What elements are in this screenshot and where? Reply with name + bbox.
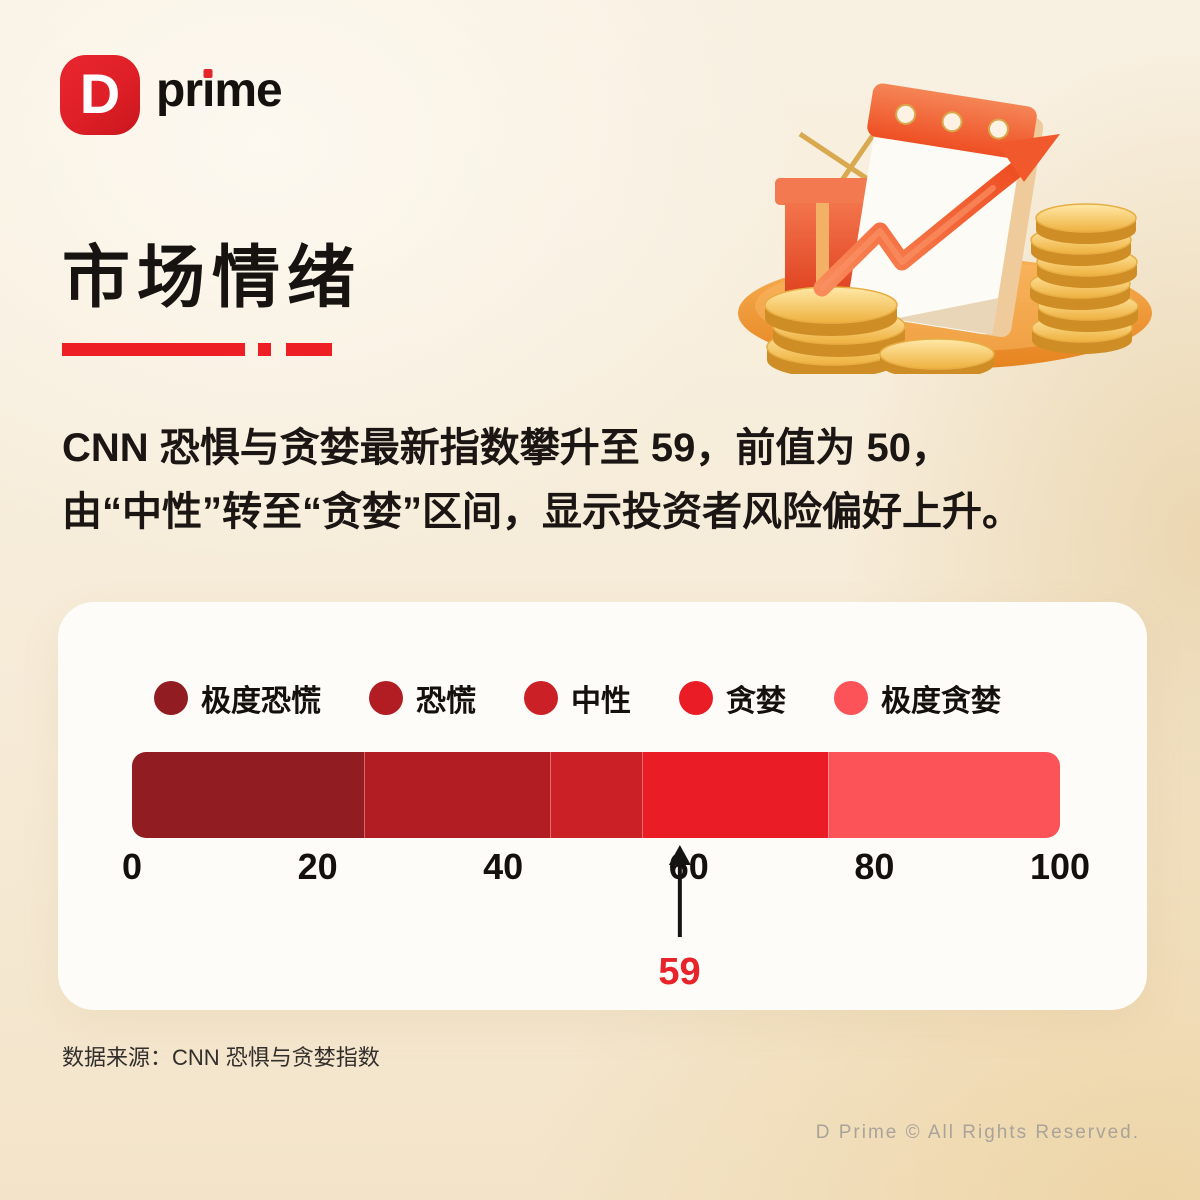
chart-legend: 极度恐慌 恐慌 中性 贪婪 极度贪婪	[154, 676, 1001, 720]
underline-bar-long	[62, 343, 245, 356]
underline-square	[258, 343, 271, 356]
marker-arrowhead-icon	[668, 845, 691, 865]
legend-label: 中性	[571, 685, 631, 718]
chart-bar-area: 0 20 40 60 80 100 59	[122, 752, 1090, 993]
legend-label: 极度恐慌	[201, 685, 321, 718]
brand-i: ı	[202, 64, 215, 117]
legend-item: 贪婪	[679, 676, 786, 720]
copyright-note: D Prime © All Rights Reserved.	[815, 1122, 1140, 1143]
growth-arrow-icon	[813, 134, 1060, 297]
brand-logo-mark: D	[60, 55, 140, 135]
legend-item: 极度恐慌	[154, 676, 321, 720]
intro-paragraph: CNN 恐惧与贪婪最新指数攀升至 59，前值为 50， 由“中性”转至“贪婪”区…	[62, 416, 1142, 544]
legend-label: 恐慌	[416, 685, 476, 718]
axis-tick-label: 0	[121, 846, 143, 887]
marker-value-label: 59	[658, 951, 701, 993]
bar-segment	[364, 752, 550, 838]
axis-tick-label: 40	[483, 846, 524, 887]
brand-logo-letter: D	[79, 62, 121, 125]
coin-stack-right-icon	[1029, 203, 1139, 354]
axis-tick-label: 80	[854, 846, 895, 887]
legend-item: 极度贪婪	[834, 676, 1001, 720]
data-source-note: 数据来源：CNN 恐惧与贪婪指数	[62, 1045, 380, 1070]
legend-dot	[154, 681, 188, 715]
intro-line-1: CNN 恐惧与贪婪最新指数攀升至 59，前值为 50，	[62, 426, 951, 470]
legend-dot	[369, 681, 403, 715]
bar-segment	[549, 752, 643, 838]
x-axis: 0 20 40 60 80 100	[122, 844, 1090, 890]
legend-label: 贪婪	[726, 685, 786, 718]
bar-segment	[132, 752, 364, 838]
legend-item: 恐慌	[369, 676, 476, 720]
legend-label: 极度贪婪	[881, 685, 1001, 718]
brand-logo: D pr ıme	[60, 55, 283, 135]
coin-stack-left-icon	[764, 286, 906, 374]
legend-dot	[834, 681, 868, 715]
marker-arrow-line	[677, 865, 682, 937]
chart-card: 极度恐慌 恐慌 中性 贪婪 极度贪婪 0 20 40 60 80 100 59	[58, 602, 1147, 1010]
axis-tick-label: 20	[297, 846, 338, 887]
bar-segment	[827, 752, 1060, 838]
brand-name: pr ıme	[156, 64, 283, 117]
axis-tick-label: 100	[1029, 846, 1091, 887]
coin-front-icon	[879, 338, 995, 374]
sentiment-gauge-bar	[132, 752, 1060, 838]
brand-i-dot	[203, 69, 213, 78]
underline-bar-short	[286, 343, 332, 356]
bar-segment	[642, 752, 828, 838]
calendar-growth-coins-illustration	[738, 83, 1152, 374]
legend-dot	[679, 681, 713, 715]
page-title: 市场情绪	[62, 240, 363, 316]
intro-line-2: 由“中性”转至“贪婪”区间，显示投资者风险偏好上升。	[62, 490, 1022, 534]
value-marker: 59	[658, 845, 701, 994]
legend-dot	[524, 681, 558, 715]
title-underline	[62, 343, 332, 356]
legend-item: 中性	[524, 676, 631, 720]
